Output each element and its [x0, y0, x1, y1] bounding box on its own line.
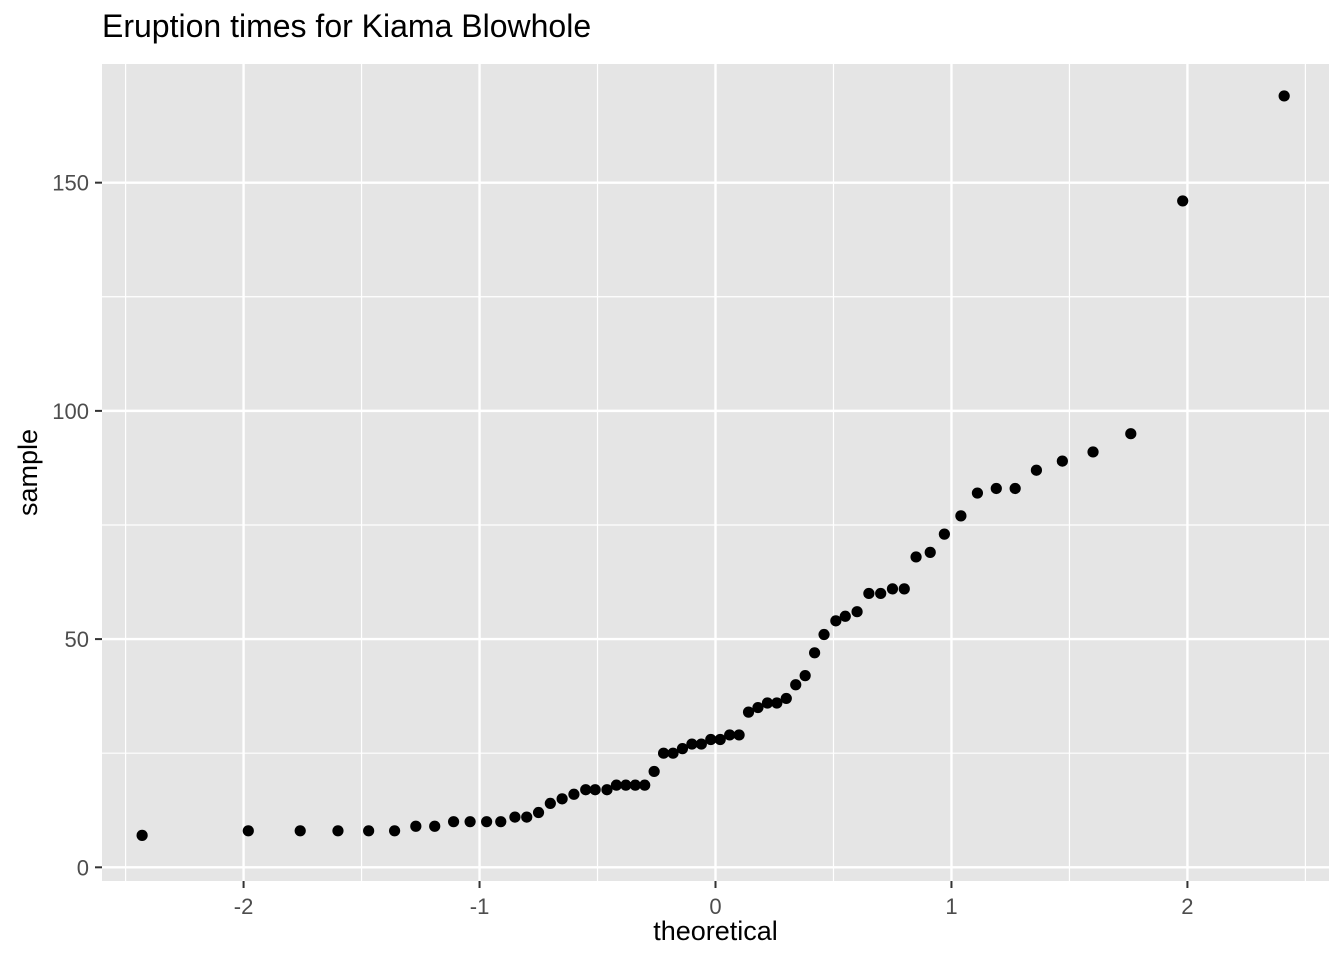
data-point: [629, 779, 641, 791]
data-point: [568, 788, 580, 800]
data-point: [761, 697, 774, 709]
data-point: [830, 615, 842, 627]
data-point: [332, 825, 344, 837]
data-point: [601, 784, 613, 796]
data-points: [136, 90, 1290, 841]
data-point: [818, 628, 830, 641]
data-point: [1177, 195, 1189, 207]
data-point: [910, 551, 922, 563]
y-axis-title: sample: [13, 429, 43, 516]
data-point: [447, 816, 460, 828]
x-tick-label: 2: [1181, 894, 1193, 919]
data-point: [686, 738, 698, 750]
data-point: [752, 701, 764, 714]
data-point: [580, 784, 592, 796]
major-gridlines: [102, 64, 1329, 881]
data-point: [695, 738, 707, 750]
data-point: [481, 816, 493, 828]
data-point: [851, 606, 863, 618]
data-point: [544, 797, 556, 810]
x-tick-label: -2: [234, 894, 254, 919]
data-point: [724, 729, 736, 741]
data-point: [924, 546, 936, 558]
data-point: [363, 825, 375, 837]
y-tick-label: 50: [65, 627, 89, 652]
data-point: [1278, 90, 1290, 102]
data-point: [938, 528, 950, 540]
y-tick-label: 100: [52, 399, 89, 424]
data-point: [839, 610, 851, 622]
data-point: [676, 743, 689, 755]
data-point: [464, 816, 476, 828]
data-point: [610, 779, 622, 791]
data-point: [714, 733, 726, 746]
data-point: [410, 820, 422, 832]
data-point: [733, 729, 745, 741]
data-point: [509, 811, 521, 823]
data-point: [863, 587, 875, 600]
data-point: [1056, 455, 1068, 467]
data-point: [780, 692, 792, 705]
data-point: [1030, 464, 1043, 476]
y-axis-ticks: 0 50 100 150: [52, 171, 102, 880]
data-point: [388, 825, 401, 837]
x-axis-title: theoretical: [653, 916, 778, 946]
data-point: [242, 825, 254, 837]
data-point: [294, 825, 306, 837]
x-axis-ticks: -2 -1 0 1 2: [234, 881, 1194, 919]
chart-title: Eruption times for Kiama Blowhole: [102, 8, 592, 44]
data-point: [1125, 428, 1137, 440]
x-tick-label: -1: [470, 894, 490, 919]
data-point: [990, 482, 1002, 495]
data-point: [495, 816, 507, 828]
data-point: [1087, 446, 1099, 458]
y-tick-label: 0: [77, 855, 89, 880]
data-point: [790, 679, 802, 691]
data-point: [809, 647, 821, 659]
data-point: [639, 779, 651, 791]
data-point: [799, 670, 811, 682]
data-point: [875, 587, 887, 600]
data-point: [971, 487, 984, 499]
data-point: [742, 706, 755, 718]
data-point: [136, 829, 148, 841]
x-tick-label: 1: [945, 894, 957, 919]
y-tick-label: 150: [52, 171, 89, 196]
data-point: [657, 747, 670, 759]
data-point: [1009, 482, 1021, 495]
data-point: [589, 784, 601, 796]
data-point: [898, 583, 910, 595]
data-point: [886, 583, 899, 595]
data-point: [667, 747, 679, 759]
data-point: [705, 733, 717, 746]
x-tick-label: 0: [709, 894, 721, 919]
data-point: [532, 806, 545, 819]
data-point: [771, 697, 783, 709]
data-point: [620, 779, 632, 791]
data-point: [429, 820, 441, 832]
data-point: [648, 765, 660, 778]
data-point: [955, 510, 967, 522]
data-point: [521, 811, 533, 823]
data-point: [556, 793, 568, 805]
